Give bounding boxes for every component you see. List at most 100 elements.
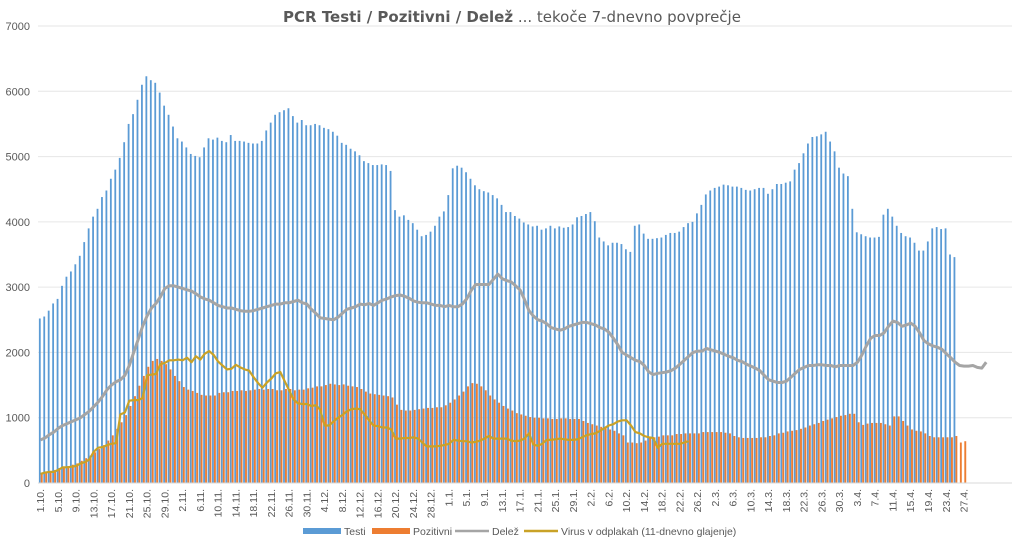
bar-testi (522, 222, 525, 483)
bar-pozitivni (351, 386, 354, 483)
bar-testi (664, 234, 667, 483)
bar-pozitivni (475, 383, 478, 483)
bar-testi (385, 165, 388, 483)
x-tick-label: 21.10. (124, 489, 136, 518)
bar-pozitivni (40, 473, 43, 483)
bar-testi (345, 144, 348, 483)
bar-pozitivni (329, 383, 332, 483)
bar-pozitivni (924, 433, 927, 483)
x-tick-label: 20.12. (390, 489, 402, 518)
bar-pozitivni (311, 387, 314, 483)
bar-pozitivni (142, 375, 145, 483)
bar-testi (323, 127, 325, 484)
bar-testi (771, 189, 774, 483)
bar-testi (101, 197, 103, 483)
bar-pozitivni (808, 425, 811, 483)
bar-testi (260, 140, 263, 483)
y-axis-ticks: 0 1000 2000 3000 4000 5000 6000 7000 (6, 21, 30, 490)
bar-testi (940, 229, 943, 483)
x-tick-label: 14.3. (763, 489, 775, 512)
bar-testi (700, 204, 703, 483)
bar-pozitivni (369, 393, 372, 483)
bar-pozitivni (196, 392, 199, 483)
bar-testi (105, 190, 108, 483)
bar-pozitivni (360, 388, 363, 483)
bar-pozitivni (262, 389, 265, 483)
bar-pozitivni (888, 425, 891, 483)
bar-testi (589, 212, 592, 484)
x-tick-label: 13.1. (497, 489, 509, 512)
bar-testi (136, 99, 139, 483)
bar-pozitivni (293, 390, 296, 483)
bar-testi (758, 187, 760, 483)
bar-pozitivni (409, 410, 412, 483)
bar-pozitivni (80, 460, 83, 483)
bar-pozitivni (569, 419, 572, 483)
bar-pozitivni (644, 440, 647, 483)
bar-testi (318, 125, 321, 483)
bar-testi (740, 187, 743, 483)
bar-testi (185, 147, 188, 483)
bar-testi (616, 242, 618, 483)
bar-testi (562, 227, 565, 483)
chart-title-bold: PCR Testi / Pozitivni / Delež (283, 8, 513, 26)
bar-testi (482, 191, 485, 483)
x-tick-label: 14.11. (230, 489, 242, 517)
bar-testi (394, 210, 396, 483)
bar-pozitivni (138, 385, 141, 483)
bar-testi (531, 226, 534, 484)
bar-pozitivni (364, 391, 367, 483)
bar-pozitivni (174, 375, 176, 483)
bar-testi (376, 165, 379, 483)
bar-pozitivni (289, 388, 292, 483)
bar-pozitivni (280, 390, 283, 483)
bar-testi (314, 123, 316, 483)
bar-testi (918, 250, 920, 483)
legend-label: Pozitivni (413, 526, 452, 538)
bar-pozitivni (600, 426, 603, 483)
bar-testi (158, 92, 161, 483)
bar-testi (513, 215, 516, 483)
bar-pozitivni (653, 437, 656, 483)
bar-pozitivni (378, 394, 381, 483)
bar-testi (722, 184, 725, 483)
bar-pozitivni (533, 417, 536, 483)
bar-pozitivni (631, 442, 634, 483)
series-testi (38, 76, 956, 484)
bar-pozitivni (125, 415, 128, 483)
bar-testi (207, 138, 210, 483)
bar-testi (656, 238, 658, 483)
bar-testi (895, 225, 898, 483)
bar-pozitivni (551, 419, 554, 483)
x-tick-label: 11.4. (888, 489, 900, 512)
bar-pozitivni (733, 435, 736, 483)
bar-pozitivni (489, 395, 492, 483)
bar-testi (367, 163, 370, 483)
bar-testi (687, 223, 689, 484)
bar-testi (585, 214, 587, 483)
x-tick-label: 18.3. (781, 489, 793, 512)
bar-testi (411, 223, 414, 484)
y-tick-label: 4000 (6, 217, 30, 229)
bar-pozitivni (391, 397, 394, 483)
y-tick-label: 1000 (6, 413, 30, 425)
bar-pozitivni (578, 419, 580, 483)
bar-pozitivni (649, 437, 651, 483)
bar-testi (274, 114, 277, 483)
x-tick-label: 30.11. (301, 489, 313, 517)
bar-pozitivni (746, 437, 749, 483)
bar-pozitivni (622, 435, 625, 483)
bar-testi (220, 140, 223, 483)
x-tick-label: 22.3. (799, 489, 811, 512)
bar-testi (491, 195, 494, 483)
bar-pozitivni (866, 423, 869, 483)
bar-testi (358, 155, 361, 483)
bar-pozitivni (618, 433, 620, 483)
bar-pozitivni (458, 395, 461, 483)
x-tick-label: 10.11. (213, 489, 225, 517)
bar-pozitivni (467, 386, 469, 483)
line-series (39, 272, 988, 475)
x-tick-label: 9.10. (71, 489, 83, 512)
bar-testi (78, 255, 81, 483)
